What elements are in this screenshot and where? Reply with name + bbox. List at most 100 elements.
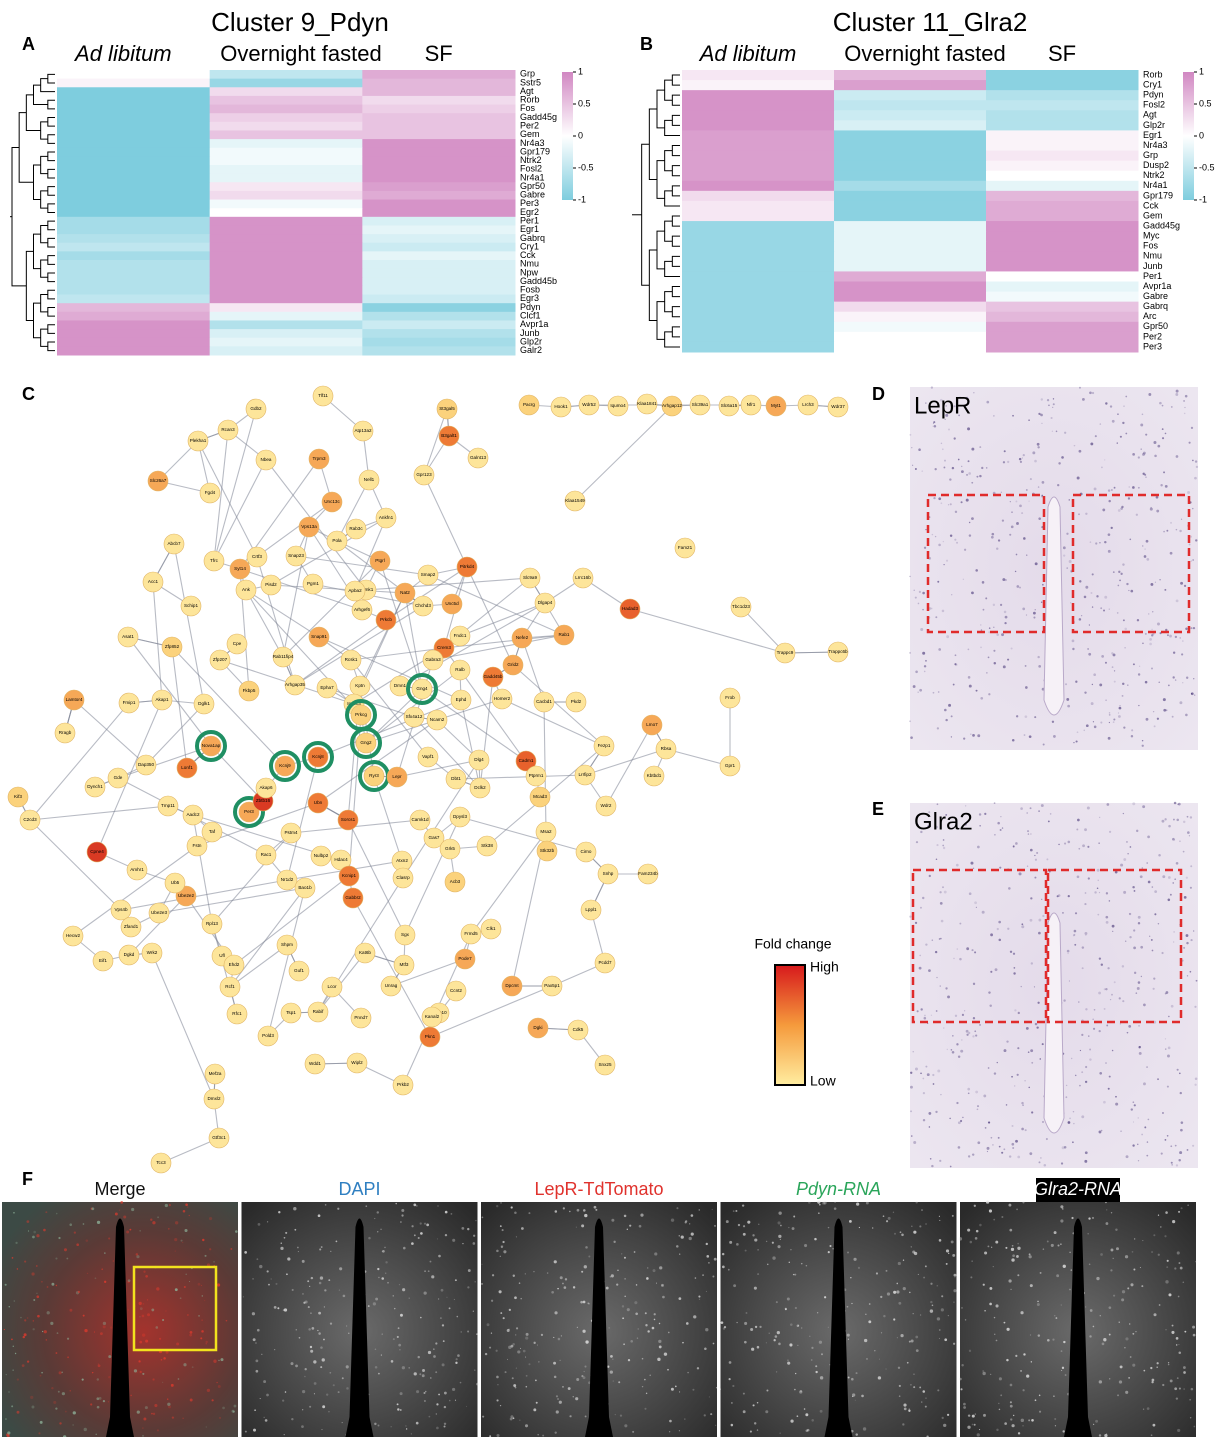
speckle — [485, 1353, 487, 1355]
cell-dot — [1019, 587, 1021, 589]
speckle — [482, 1216, 484, 1218]
cell-dot — [1126, 841, 1128, 843]
node-label: Fam21 — [678, 545, 693, 550]
cell-dot — [1022, 607, 1025, 610]
node-label: Rac1 — [261, 852, 272, 857]
edge — [246, 590, 361, 715]
cell-dot — [1023, 454, 1025, 456]
speckle — [189, 1215, 190, 1216]
speckle — [789, 1343, 792, 1346]
speckle — [145, 1406, 148, 1409]
speckle — [59, 1422, 61, 1424]
cell-dot — [1154, 725, 1156, 727]
cell-dot — [968, 1155, 970, 1157]
cell-dot — [1011, 511, 1013, 513]
speckle — [330, 1323, 332, 1325]
cell-dot — [1168, 899, 1171, 902]
speckle — [222, 1407, 225, 1410]
cell-dot — [979, 1024, 981, 1026]
speckle — [38, 1432, 40, 1434]
speckle — [1143, 1370, 1145, 1372]
cell-dot — [956, 1102, 958, 1104]
speckle — [984, 1310, 986, 1312]
cell-dot — [1153, 441, 1156, 444]
speckle — [206, 1426, 207, 1427]
speckle — [91, 1207, 94, 1210]
cell-dot — [1085, 935, 1086, 936]
speckle — [564, 1286, 567, 1289]
colorbar — [1183, 72, 1194, 200]
cell-dot — [981, 467, 983, 469]
speckle — [444, 1423, 446, 1425]
cell-dot — [959, 923, 961, 925]
speckle — [1177, 1377, 1179, 1379]
cell-dot — [1034, 460, 1037, 463]
speckle — [995, 1304, 998, 1307]
speckle — [714, 1258, 717, 1261]
cell-dot — [1149, 936, 1150, 937]
speckle — [138, 1360, 140, 1362]
speckle — [430, 1377, 431, 1378]
heatmap-cell — [834, 201, 987, 212]
speckle — [176, 1342, 179, 1345]
speckle — [56, 1213, 58, 1215]
speckle — [947, 1414, 949, 1416]
cell-dot — [968, 460, 970, 462]
speckle — [948, 1253, 949, 1254]
speckle — [1177, 1251, 1180, 1254]
cell-dot — [1053, 735, 1056, 738]
node-label: Gadd45b — [484, 674, 503, 679]
speckle — [423, 1392, 425, 1394]
speckle — [613, 1381, 614, 1382]
speckle — [733, 1284, 736, 1287]
cell-dot — [1176, 862, 1179, 865]
speckle — [1168, 1362, 1169, 1363]
speckle — [481, 1264, 482, 1265]
cell-dot — [1149, 638, 1152, 641]
cell-dot — [1030, 833, 1031, 834]
speckle — [416, 1422, 419, 1425]
speckle — [722, 1266, 725, 1269]
cell-dot — [922, 897, 924, 899]
speckle — [551, 1291, 554, 1294]
node-label: Dclk2 — [474, 785, 486, 790]
speckle — [184, 1286, 186, 1288]
speckle — [95, 1277, 97, 1279]
node-label: Nr1d2 — [281, 877, 294, 882]
speckle — [608, 1327, 610, 1329]
cell-dot — [1068, 841, 1071, 844]
speckle — [939, 1329, 941, 1331]
cell-dot — [1136, 830, 1138, 832]
node-label: Zfp207 — [213, 657, 228, 662]
speckle — [166, 1351, 169, 1354]
cell-dot — [942, 845, 944, 847]
speckle — [519, 1420, 520, 1421]
cell-dot — [951, 715, 953, 717]
speckle — [104, 1281, 106, 1283]
cell-dot — [973, 868, 974, 869]
cell-dot — [1151, 634, 1153, 636]
cell-dot — [1016, 585, 1019, 588]
speckle — [820, 1376, 823, 1379]
speckle — [989, 1303, 992, 1306]
speckle — [1174, 1387, 1177, 1390]
cell-dot — [963, 579, 964, 580]
cell-dot — [1108, 500, 1110, 502]
speckle — [426, 1223, 429, 1226]
speckle — [747, 1221, 750, 1224]
speckle — [150, 1219, 152, 1221]
speckle — [201, 1285, 202, 1286]
cell-dot — [1127, 684, 1128, 685]
heatmap-cell — [362, 346, 515, 355]
speckle — [461, 1227, 464, 1230]
node-label: Pode7 — [458, 956, 472, 961]
heatmap-cell — [362, 312, 515, 321]
speckle — [245, 1431, 247, 1433]
cell-dot — [1090, 592, 1092, 594]
speckle — [326, 1394, 328, 1396]
speckle — [668, 1332, 670, 1334]
speckle — [491, 1333, 492, 1334]
cell-dot — [1042, 481, 1045, 484]
speckle — [151, 1413, 153, 1415]
panel-label: F — [22, 1169, 33, 1189]
